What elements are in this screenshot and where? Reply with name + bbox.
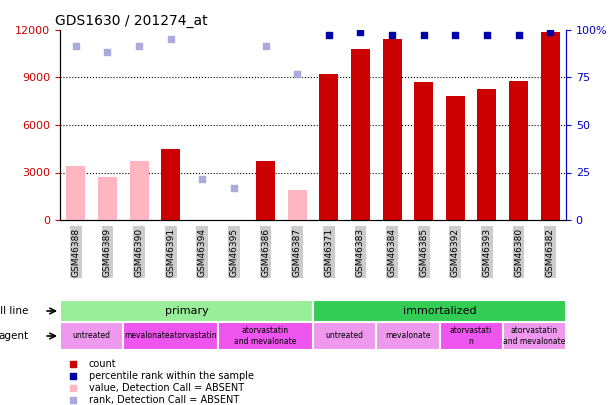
- Bar: [541, 32, 560, 220]
- Point: [68, 397, 78, 403]
- Point: [450, 32, 460, 38]
- Bar: [503, 322, 566, 350]
- Point: [324, 32, 334, 38]
- Text: percentile rank within the sample: percentile rank within the sample: [89, 371, 254, 381]
- Point: [134, 43, 144, 49]
- Text: agent: agent: [0, 331, 28, 341]
- Point: [229, 185, 239, 192]
- Bar: [161, 149, 180, 220]
- Point: [71, 43, 81, 49]
- Point: [482, 32, 492, 38]
- Bar: [446, 96, 465, 220]
- Text: atorvastatin
and mevalonate: atorvastatin and mevalonate: [503, 326, 566, 346]
- Text: cell line: cell line: [0, 306, 28, 316]
- Bar: [218, 322, 313, 350]
- Point: [261, 43, 271, 49]
- Text: mevalonateatorvastatin: mevalonateatorvastatin: [125, 332, 217, 341]
- Point: [419, 32, 428, 38]
- Text: untreated: untreated: [326, 332, 364, 341]
- Point: [68, 373, 78, 379]
- Text: atorvastati
n: atorvastati n: [450, 326, 492, 346]
- Point: [514, 32, 524, 38]
- Bar: [376, 322, 439, 350]
- Bar: [123, 322, 218, 350]
- Point: [68, 385, 78, 391]
- Point: [68, 360, 78, 367]
- Bar: [382, 40, 401, 220]
- Bar: [98, 177, 117, 220]
- Bar: [509, 81, 528, 220]
- Text: count: count: [89, 359, 116, 369]
- Bar: [477, 89, 496, 220]
- Bar: [67, 166, 86, 220]
- Bar: [351, 49, 370, 220]
- Bar: [439, 322, 503, 350]
- Point: [292, 71, 302, 78]
- Point: [356, 29, 365, 36]
- Point: [197, 176, 207, 182]
- Bar: [313, 322, 376, 350]
- Point: [103, 49, 112, 55]
- Bar: [60, 322, 123, 350]
- Bar: [320, 75, 338, 220]
- Text: primary: primary: [164, 306, 208, 316]
- Point: [166, 36, 175, 43]
- Text: mevalonate: mevalonate: [385, 332, 431, 341]
- Text: rank, Detection Call = ABSENT: rank, Detection Call = ABSENT: [89, 395, 239, 405]
- Text: atorvastatin
and mevalonate: atorvastatin and mevalonate: [235, 326, 297, 346]
- Bar: [130, 162, 148, 220]
- Bar: [313, 300, 566, 322]
- Point: [387, 32, 397, 38]
- Bar: [60, 300, 313, 322]
- Bar: [288, 190, 307, 220]
- Text: value, Detection Call = ABSENT: value, Detection Call = ABSENT: [89, 383, 244, 393]
- Text: immortalized: immortalized: [403, 306, 477, 316]
- Bar: [414, 82, 433, 220]
- Text: untreated: untreated: [73, 332, 111, 341]
- Bar: [256, 162, 275, 220]
- Point: [545, 29, 555, 36]
- Text: GDS1630 / 201274_at: GDS1630 / 201274_at: [55, 14, 208, 28]
